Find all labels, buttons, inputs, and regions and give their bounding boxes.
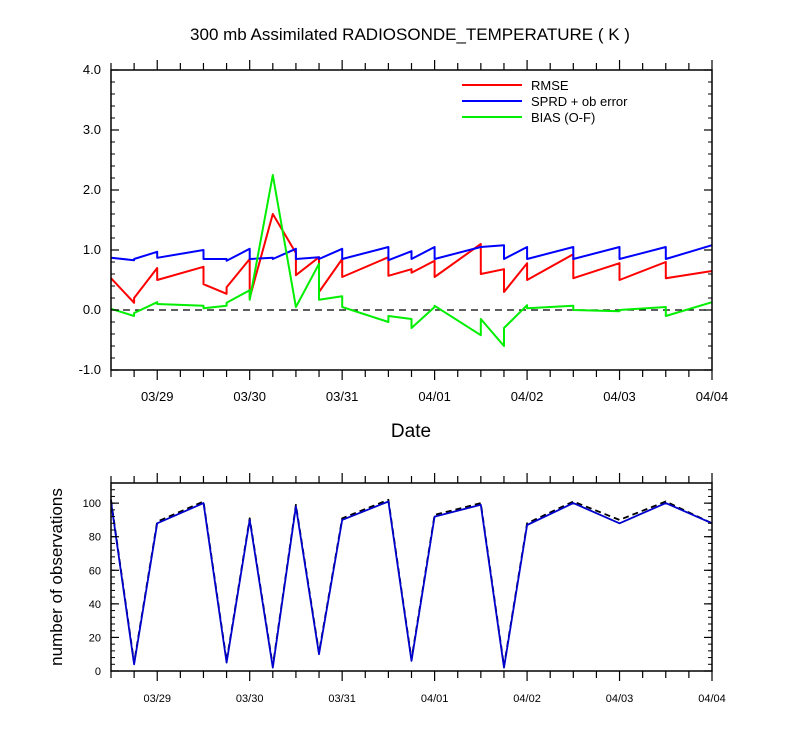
x-tick-label: 04/03	[603, 389, 636, 404]
rmse-panel: 300 mb Assimilated RADIOSONDE_TEMPERATUR…	[79, 25, 729, 442]
y-tick-label: -1.0	[79, 362, 101, 377]
y-tick-label: 20	[89, 632, 101, 644]
x-tick-label: 03/30	[236, 693, 264, 705]
x-tick-label: 04/02	[513, 693, 541, 705]
series-line-bias-o-f	[110, 174, 713, 347]
x-tick-label: 03/29	[143, 693, 171, 705]
y-tick-label: 1.0	[83, 242, 101, 257]
chart-title: 300 mb Assimilated RADIOSONDE_TEMPERATUR…	[190, 25, 630, 44]
x-tick-label: 04/03	[606, 693, 634, 705]
legend-label: SPRD + ob error	[531, 94, 628, 109]
x-tick-label: 04/04	[696, 389, 729, 404]
legend-label: BIAS (O-F)	[531, 110, 595, 125]
series-line-possible	[110, 498, 713, 667]
x-axis-label: Date	[391, 421, 431, 442]
x-tick-label: 03/31	[326, 389, 359, 404]
x-tick-label: 03/31	[328, 693, 356, 705]
y-tick-label: 80	[89, 532, 101, 544]
x-tick-label: 04/01	[418, 389, 451, 404]
series-line-sprd-ob-error	[110, 244, 713, 262]
y-tick-label: 4.0	[83, 62, 101, 77]
x-tick-label: 03/29	[141, 389, 174, 404]
y-tick-label: 3.0	[83, 122, 101, 137]
x-tick-label: 03/30	[233, 389, 266, 404]
y-tick-label: 60	[89, 565, 101, 577]
legend-label: RMSE	[531, 78, 569, 93]
y-axis-label: number of observations	[47, 488, 66, 666]
x-tick-label: 04/01	[421, 693, 449, 705]
x-tick-label: 04/04	[698, 693, 726, 705]
y-tick-label: 0	[95, 666, 101, 678]
plot-frame	[110, 482, 713, 672]
y-tick-label: 0.0	[83, 302, 101, 317]
y-tick-label: 2.0	[83, 182, 101, 197]
y-tick-label: 40	[89, 599, 101, 611]
observations-panel: 0 20 40 60 80 100 03/29 03/30 03/31 04/01 04/02 04/…	[47, 473, 726, 705]
x-tick-label: 04/02	[511, 389, 544, 404]
series-line-used	[110, 500, 713, 669]
y-tick-label: 100	[83, 498, 101, 510]
